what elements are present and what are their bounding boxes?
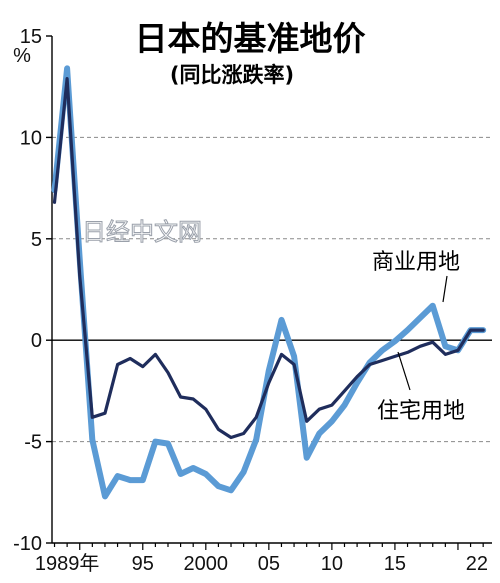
series-label-commercial-leader — [442, 275, 448, 303]
watermark: 日经中文网 — [82, 218, 202, 246]
x-tick-label: 22 — [466, 553, 488, 575]
series-line-commercial — [51, 65, 487, 500]
series-line-residential — [52, 76, 485, 440]
series-label-residential: 住宅用地 — [377, 399, 465, 424]
y-tick-label: 10 — [20, 127, 42, 149]
series-label-residential-leader — [397, 351, 411, 391]
chart-subtitle: (同比涨跌率) — [170, 63, 294, 87]
gridlines — [52, 136, 492, 443]
series-lines — [51, 65, 487, 500]
y-tick-label: 5 — [31, 229, 42, 251]
x-tick-label: 05 — [258, 553, 280, 575]
y-tick-label: -10 — [13, 533, 42, 555]
series-label-commercial: 商业用地 — [372, 250, 460, 275]
x-tick-label: 15 — [384, 553, 406, 575]
x-tick-label: 1989年 — [35, 552, 100, 575]
x-tick-label: 95 — [132, 553, 154, 575]
y-tick-label: 0 — [31, 330, 42, 352]
x-tick-label: 2000 — [184, 553, 229, 575]
y-tick-label: 15 — [20, 26, 42, 48]
y-axis-unit: % — [13, 45, 31, 67]
chart-title: 日本的基准地价 — [135, 19, 366, 58]
x-tick-label: 10 — [321, 553, 343, 575]
y-tick-label: -5 — [24, 432, 42, 454]
